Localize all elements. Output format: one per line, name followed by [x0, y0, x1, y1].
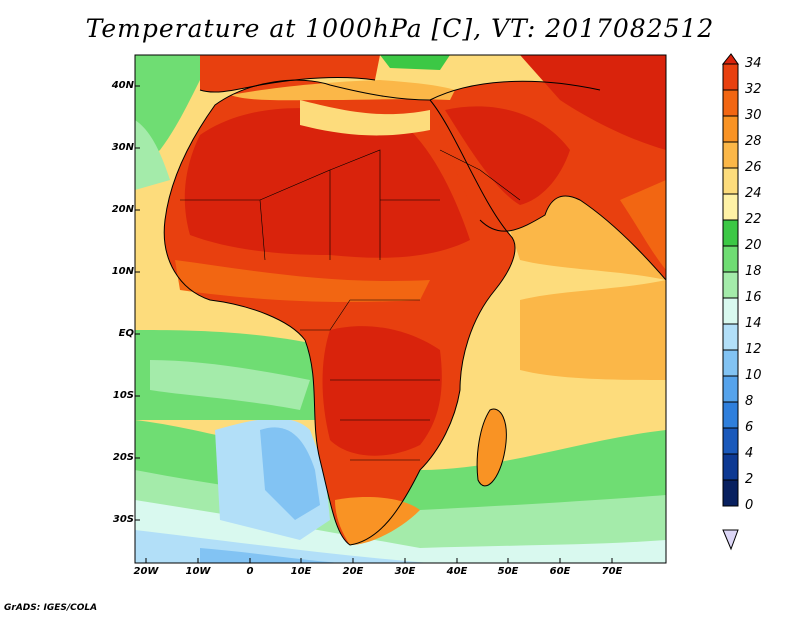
colorbar-label: 6	[745, 420, 754, 435]
colorbar-box	[722, 245, 739, 273]
colorbar-label: 26	[745, 160, 762, 175]
colorbar-label: 2	[745, 472, 754, 487]
colorbar-bottom-arrow	[722, 529, 739, 551]
colorbar-box	[722, 219, 739, 247]
colorbar-box	[722, 141, 739, 169]
colorbar-label: 32	[745, 82, 762, 97]
colorbar-label: 0	[745, 498, 754, 513]
colorbar-box	[722, 271, 739, 299]
sahel-band	[175, 260, 430, 302]
grads-credit: GrADS: IGES/COLA	[4, 603, 98, 613]
map-title: Temperature at 1000hPa [C], VT: 20170825…	[85, 14, 715, 43]
lon-label-50e: 50E	[497, 566, 519, 577]
lat-label-20n: 20N	[111, 204, 134, 215]
plot-frame	[134, 54, 667, 564]
colorbar-boxes	[722, 63, 739, 507]
lon-label-30e: 30E	[394, 566, 416, 577]
lon-label-20e: 20E	[342, 566, 364, 577]
colorbar-box	[722, 453, 739, 481]
country-borders	[180, 149, 521, 461]
colorbar-label: 20	[745, 238, 762, 253]
colorbar-label: 8	[745, 394, 754, 409]
colorbar-box	[722, 427, 739, 455]
benguela-cold-core	[260, 427, 320, 520]
lat-label-30n: 30N	[111, 142, 134, 153]
colorbar-box	[722, 167, 739, 195]
temperature-field	[135, 55, 666, 563]
axis-ticks	[135, 85, 613, 563]
colorbar-box	[722, 375, 739, 403]
colorbar-label: 4	[745, 446, 754, 461]
europe-land	[200, 55, 380, 93]
colorbar-box	[722, 297, 739, 325]
colorbar-top-arrow	[721, 53, 739, 65]
lat-label-30s: 30S	[112, 514, 134, 525]
south-ocean-colder	[200, 548, 340, 563]
sahara-hot-core	[184, 108, 470, 258]
north-atlantic-green	[135, 55, 210, 170]
lat-label-10s: 10S	[112, 390, 134, 401]
colorbar-box	[722, 349, 739, 377]
lon-label-10e: 10E	[290, 566, 312, 577]
colorbar-box	[722, 115, 739, 143]
lon-label-10w: 10W	[185, 566, 211, 577]
colorbar-box	[722, 323, 739, 351]
mediterranean-north-green	[380, 55, 450, 70]
lon-label-70e: 70E	[601, 566, 623, 577]
iran-hot-core	[520, 55, 666, 150]
southern-africa-hot-core	[322, 326, 442, 456]
mediterranean-sea	[230, 80, 455, 101]
madagascar	[477, 409, 507, 486]
colorbar-label: 18	[745, 264, 762, 279]
atlantic-light-green	[150, 360, 310, 410]
lat-label-20s: 20S	[112, 452, 134, 463]
colorbar-label: 10	[745, 368, 762, 383]
libya-coast-yellow	[300, 100, 430, 136]
colorbar-label: 22	[745, 212, 762, 227]
colorbar-label: 14	[745, 316, 762, 331]
arabia-hot-core	[445, 106, 570, 205]
india-land	[620, 180, 666, 270]
lon-label-40e: 40E	[446, 566, 468, 577]
lon-label-20w: 20W	[133, 566, 159, 577]
colorbar-box	[722, 89, 739, 117]
coastlines	[163, 77, 666, 546]
colorbar-label: 34	[745, 56, 762, 71]
lat-label-eq: EQ	[118, 328, 134, 339]
colorbar-label: 12	[745, 342, 762, 357]
south-africa-tip	[335, 497, 420, 545]
colorbar-label: 24	[745, 186, 762, 201]
indian-ocean-warm-band	[520, 280, 666, 380]
lat-label-10n: 10N	[111, 266, 134, 277]
canary-cool-water	[135, 120, 170, 190]
lon-label-0: 0	[246, 566, 254, 577]
colorbar-box	[722, 401, 739, 429]
colorbar-box	[722, 479, 739, 507]
colorbar-box	[722, 63, 739, 91]
colorbar-label: 28	[745, 134, 762, 149]
lat-label-40n: 40N	[111, 80, 134, 91]
colorbar	[721, 53, 739, 551]
colorbar-label: 30	[745, 108, 762, 123]
colorbar-box	[722, 193, 739, 221]
colorbar-label: 16	[745, 290, 762, 305]
lon-label-60e: 60E	[549, 566, 571, 577]
